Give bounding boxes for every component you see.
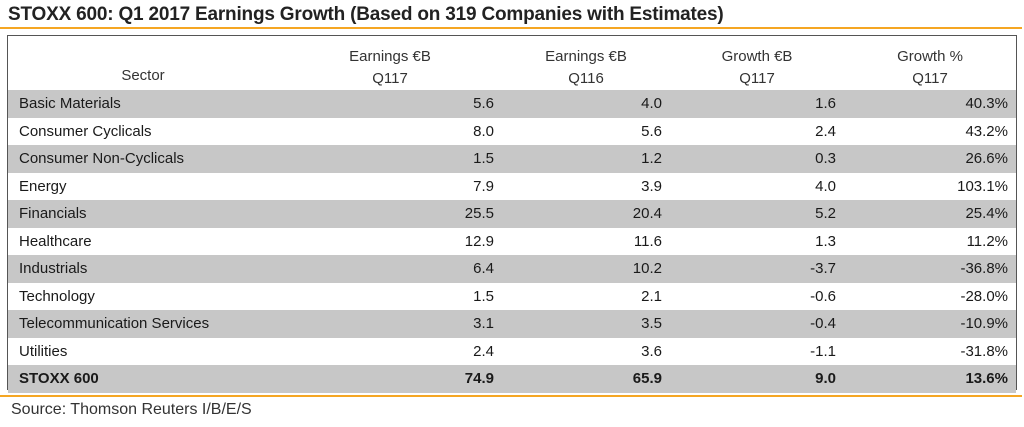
earnings-q116-cell: 3.9 <box>641 177 662 195</box>
header-row: Sector Earnings €B Q117 Earnings €B Q116… <box>8 36 1016 90</box>
growth-eur-cell: -0.4 <box>670 310 844 338</box>
growth-pct-cell: 103.1% <box>957 177 1008 195</box>
table-row-total: STOXX 600 74.9 65.9 9.0 13.6% <box>8 365 1016 393</box>
growth-pct-cell: 25.4% <box>844 200 1016 228</box>
table-header: Sector Earnings €B Q117 Earnings €B Q116… <box>8 36 1016 90</box>
sector-cell: Financials <box>8 200 278 228</box>
growth-eur-cell: 2.4 <box>815 122 836 140</box>
table-row: Consumer Non-Cyclicals 1.5 1.2 0.3 26.6% <box>8 145 1016 173</box>
earnings-q116-cell: 1.2 <box>502 145 670 173</box>
growth-eur-cell: 9.0 <box>670 365 844 393</box>
column-header-label-line2: Q117 <box>372 70 408 87</box>
earnings-q117-cell: 5.6 <box>278 90 502 118</box>
earnings-q116-cell: 2.1 <box>641 287 662 305</box>
column-header-earnings-q116: Earnings €B Q116 <box>502 36 670 90</box>
sector-cell: Technology <box>19 287 95 305</box>
earnings-q117-cell: 25.5 <box>278 200 502 228</box>
column-header-label: Sector <box>121 67 165 84</box>
table-row: Basic Materials 5.6 4.0 1.6 40.3% <box>8 90 1016 118</box>
sector-cell: Energy <box>19 177 67 195</box>
earnings-q116-cell: 10.2 <box>502 255 670 283</box>
sector-cell: Utilities <box>19 342 68 360</box>
column-header-growth-eur: Growth €B Q117 <box>670 36 844 90</box>
growth-eur-cell: 5.2 <box>670 200 844 228</box>
table-body: Basic Materials 5.6 4.0 1.6 40.3% Consumer Cy… <box>8 90 1016 393</box>
growth-pct-cell: -10.9% <box>844 310 1016 338</box>
earnings-q117-cell: 74.9 <box>278 365 502 393</box>
earnings-q117-cell: 8.0 <box>473 122 494 140</box>
sector-cell: Telecommunication Services <box>8 310 278 338</box>
sector-cell: Consumer Cyclicals <box>19 122 152 140</box>
earnings-q116-cell: 65.9 <box>502 365 670 393</box>
earnings-q116-cell: 11.6 <box>633 232 662 250</box>
earnings-table: Sector Earnings €B Q117 Earnings €B Q116… <box>8 36 1016 393</box>
growth-eur-cell: -3.7 <box>670 255 844 283</box>
column-header-sector: Sector <box>8 36 278 90</box>
table-row: Industrials 6.4 10.2 -3.7 -36.8% <box>8 255 1016 283</box>
sector-cell: Industrials <box>8 255 278 283</box>
column-header-growth-pct: Growth % Q117 <box>844 36 1016 90</box>
earnings-table-container: Sector Earnings €B Q117 Earnings €B Q116… <box>7 35 1017 393</box>
earnings-q117-cell: 12.9 <box>464 232 494 250</box>
growth-pct-cell: 13.6% <box>844 365 1016 393</box>
growth-pct-cell: 40.3% <box>844 90 1016 118</box>
growth-eur-cell: -0.6 <box>810 287 836 305</box>
source-note: Source: Thomson Reuters I/B/E/S <box>11 401 252 418</box>
growth-pct-cell: 43.2% <box>965 122 1008 140</box>
earnings-q116-cell: 3.5 <box>502 310 670 338</box>
sector-cell: Basic Materials <box>8 90 278 118</box>
table-row: Consumer Cyclicals 8.0 5.6 2.4 43.2% <box>8 118 1016 146</box>
column-header-label-line1: Growth €B <box>721 48 793 65</box>
growth-pct-cell: 11.2% <box>966 232 1008 250</box>
table-row: Technology 1.5 2.1 -0.6 -28.0% <box>8 283 1016 311</box>
earnings-q116-cell: 4.0 <box>502 90 670 118</box>
page-title: STOXX 600: Q1 2017 Earnings Growth (Base… <box>8 4 724 25</box>
column-header-earnings-q117: Earnings €B Q117 <box>278 36 502 90</box>
earnings-q116-cell: 5.6 <box>641 122 662 140</box>
column-header-label-line2: Q116 <box>568 70 604 87</box>
sector-cell: Healthcare <box>19 232 92 250</box>
earnings-q117-cell: 3.1 <box>278 310 502 338</box>
table-row: Utilities 2.4 3.6 -1.1 -31.8% <box>8 338 1016 366</box>
earnings-q116-cell: 20.4 <box>502 200 670 228</box>
earnings-q117-cell: 2.4 <box>473 342 494 360</box>
table-row: Telecommunication Services 3.1 3.5 -0.4 -10.… <box>8 310 1016 338</box>
column-header-label-line2: Q117 <box>739 70 775 87</box>
growth-pct-cell: -36.8% <box>844 255 1016 283</box>
table-row: Healthcare 12.9 11.6 1.3 11.2% <box>8 228 1016 256</box>
earnings-q117-cell: 7.9 <box>473 177 494 195</box>
sector-cell: STOXX 600 <box>8 365 278 393</box>
growth-eur-cell: 1.6 <box>670 90 844 118</box>
earnings-q117-cell: 1.5 <box>278 145 502 173</box>
growth-eur-cell: 1.3 <box>815 232 836 250</box>
table-row: Financials 25.5 20.4 5.2 25.4% <box>8 200 1016 228</box>
footer-divider <box>0 395 1022 397</box>
growth-pct-cell: -28.0% <box>960 287 1008 305</box>
growth-eur-cell: 0.3 <box>670 145 844 173</box>
title-divider <box>0 27 1022 29</box>
earnings-q117-cell: 1.5 <box>473 287 494 305</box>
sector-cell: Consumer Non-Cyclicals <box>8 145 278 173</box>
column-header-label-line1: Earnings €B <box>545 48 627 65</box>
column-header-label-line1: Growth % <box>897 48 963 65</box>
column-header-label-line1: Earnings €B <box>349 48 431 65</box>
growth-pct-cell: -31.8% <box>960 342 1008 360</box>
earnings-q117-cell: 6.4 <box>278 255 502 283</box>
column-header-label-line2: Q117 <box>912 70 948 87</box>
growth-pct-cell: 26.6% <box>844 145 1016 173</box>
growth-eur-cell: -1.1 <box>810 342 836 360</box>
earnings-q116-cell: 3.6 <box>641 342 662 360</box>
table-row: Energy 7.9 3.9 4.0 103.1% <box>8 173 1016 201</box>
growth-eur-cell: 4.0 <box>815 177 836 195</box>
